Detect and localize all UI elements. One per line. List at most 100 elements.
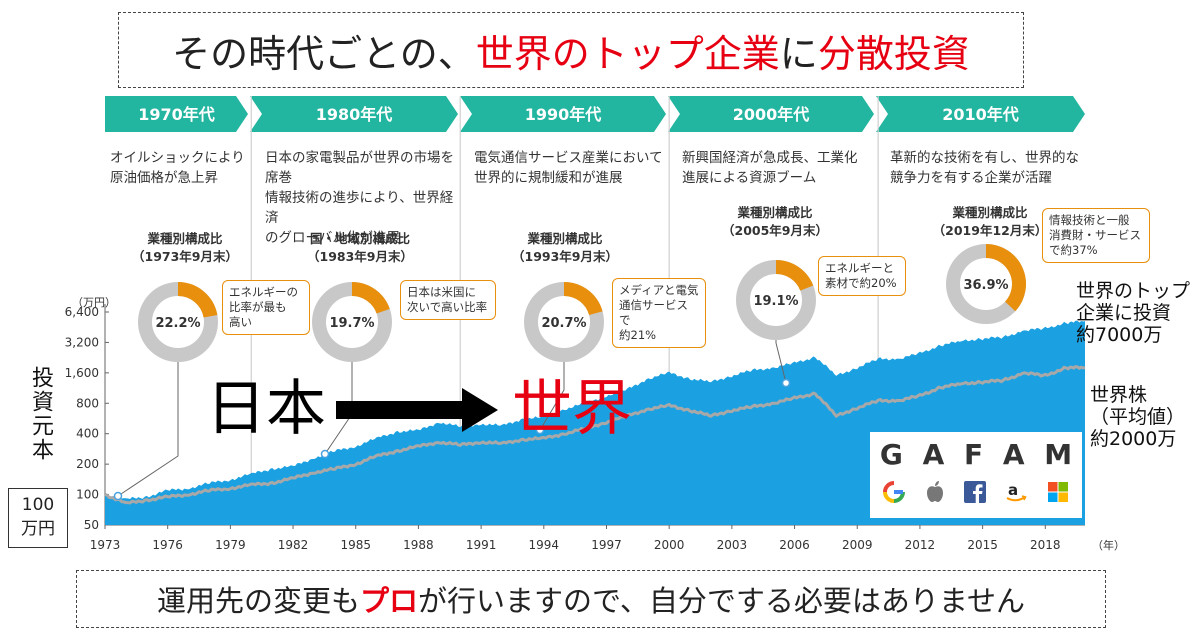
y-tick-label: 200: [76, 457, 99, 471]
y-tick-label: 3,200: [65, 335, 99, 349]
y-tick-label: 100: [76, 488, 99, 502]
donut-hole: [960, 258, 1012, 310]
microsoft-icon: [1047, 482, 1068, 502]
headline-part2: 世界のトップ企業: [475, 31, 780, 76]
footer-part3: が行いますので、自分でする必要はありません: [418, 584, 1025, 618]
leader-line: [117, 362, 179, 497]
headline-part4: 分散投資: [817, 31, 970, 76]
donut-hole: [152, 296, 204, 348]
x-tick-label: 1985: [340, 538, 371, 552]
donut-highlight-segment: [775, 260, 814, 291]
x-tick-label: 1979: [215, 538, 246, 552]
x-tick-label: 1991: [466, 538, 497, 552]
japan-label: 日本: [206, 374, 326, 444]
composition-note-2005: エネルギーと 素材で約20%: [818, 256, 906, 296]
top-companies-result-label: 世界のトップ 企業に投資 約7000万: [1076, 280, 1191, 346]
gafam-letter-a2: A: [1002, 438, 1025, 471]
era-ribbon: [668, 96, 874, 132]
x-tick-label: 2018: [1030, 538, 1061, 552]
headline-part3: に: [779, 31, 818, 76]
y-tick-label: 6,400: [65, 305, 99, 319]
leader-line: [539, 362, 565, 431]
x-tick-label: 1976: [152, 538, 183, 552]
donut-chart: 22.2%: [138, 282, 218, 362]
donut-percent-label: 19.7%: [329, 316, 374, 331]
donut-percent-label: 20.7%: [541, 316, 586, 331]
world-average-result-label: 世界株 （平均値） 約2000万: [1090, 384, 1186, 450]
y-tick-label: 400: [76, 427, 99, 441]
footer-box: 運用先の変更も プロ が行いますので、自分でする必要はありません: [76, 570, 1106, 628]
world-average-line: [104, 364, 1086, 505]
donut-highlight-segment: [985, 244, 1026, 312]
composition-donuts: 22.2% 19.7% 20.7% 19.1% 36.9%: [138, 244, 1026, 362]
y-tick-label: 1,600: [65, 366, 99, 380]
top-companies-area: [105, 320, 1085, 525]
x-tick-label: 1982: [278, 538, 309, 552]
headline-box: その時代ごとの、 世界のトップ企業に分散投資: [118, 12, 1024, 88]
donut-highlight-segment: [351, 282, 390, 314]
era-ribbon-label: 2010年代: [942, 105, 1019, 124]
gafam-box: G A F A M a: [870, 432, 1082, 518]
composition-title-2019: 業種別構成比 （2019年12月末）: [932, 205, 1048, 238]
era-ribbon-label: 1970年代: [138, 105, 215, 124]
composition-title-1993: 業種別構成比 （1993年9月末）: [512, 231, 618, 264]
donut-hole: [326, 296, 378, 348]
footer-part2: プロ: [360, 584, 419, 618]
era-desc-2000s: 新興国経済が急成長、工業化 進展による資源ブーム: [682, 150, 858, 186]
x-tick-label: 1994: [529, 538, 560, 552]
apple-icon: [926, 481, 943, 502]
x-tick-label: 1988: [403, 538, 434, 552]
x-tick-label: 2009: [842, 538, 873, 552]
composition-note-1983: 日本は米国に 次いで高い比率: [400, 280, 496, 320]
donut-highlight-segment: [563, 282, 603, 316]
principal-amount-box: 100 万円: [8, 488, 68, 548]
era-ribbons: 1970年代 1980年代 1990年代 2000年代 2010年代: [105, 96, 1085, 132]
y-tick-label: 800: [76, 396, 99, 410]
leader-marker: [781, 378, 791, 388]
y-tick-label: 50: [84, 518, 99, 532]
amazon-icon: a: [1006, 481, 1028, 502]
x-tick-label: 2003: [717, 538, 748, 552]
leader-marker: [113, 491, 123, 501]
gafam-letter-g: G: [879, 438, 903, 471]
era-ribbon: [876, 96, 1085, 132]
composition-note-1973: エネルギーの 比率が最も 高い: [222, 280, 310, 335]
donut-chart: 20.7%: [524, 282, 604, 362]
world-label: 世界: [512, 374, 632, 444]
japan-to-world-arrow: [336, 388, 498, 432]
x-unit-label: （年）: [1092, 538, 1125, 552]
gafam-letter-m: M: [1044, 438, 1073, 471]
principal-side-label: 投資元本: [28, 366, 53, 462]
composition-title-1983: 国・地域別構成比 （1983年9月末）: [307, 231, 413, 264]
headline-part1: その時代ごとの、: [172, 31, 476, 76]
google-icon: [883, 481, 906, 503]
donut-chart: 19.1%: [736, 260, 816, 340]
era-ribbon: [250, 96, 458, 132]
svg-text:a: a: [1008, 481, 1018, 499]
composition-title-2005: 業種別構成比 （2005年9月末）: [722, 205, 828, 238]
donut-chart: 19.7%: [312, 282, 392, 362]
era-desc-2010s: 革新的な技術を有し、世界的な 競争力を有する企業が活躍: [890, 150, 1079, 186]
x-tick-label: 2012: [905, 538, 936, 552]
era-desc-1990s: 電気通信サービス産業において 世界的に規制緩和が進展: [474, 150, 663, 186]
donut-hole: [538, 296, 590, 348]
era-ribbon-label: 1980年代: [316, 105, 393, 124]
composition-note-1993: メディアと電気 通信サービスで 約21%: [612, 278, 706, 348]
leader-line: [775, 340, 787, 384]
donut-hole: [750, 274, 802, 326]
era-ribbon-label: 1990年代: [525, 105, 602, 124]
gafam-letter-f: F: [963, 438, 984, 471]
footer-part1: 運用先の変更も: [156, 584, 360, 618]
gafam-letter-a: A: [922, 438, 945, 471]
leader-marker: [535, 425, 545, 435]
x-axis: 1973 1976 1979 1982 1985 1988 1991 1994 1997 2000…: [90, 524, 1125, 552]
era-ribbon-label: 2000年代: [733, 105, 810, 124]
era-ribbon: [105, 96, 248, 132]
x-tick-label: 2000: [654, 538, 685, 552]
donut-percent-label: 36.9%: [963, 278, 1008, 293]
leader-marker: [320, 449, 330, 459]
composition-note-2019: 情報技術と一般 消費財・サービス で約37%: [1042, 208, 1150, 263]
x-tick-label: 2015: [967, 538, 998, 552]
donut-percent-label: 22.2%: [155, 316, 200, 331]
